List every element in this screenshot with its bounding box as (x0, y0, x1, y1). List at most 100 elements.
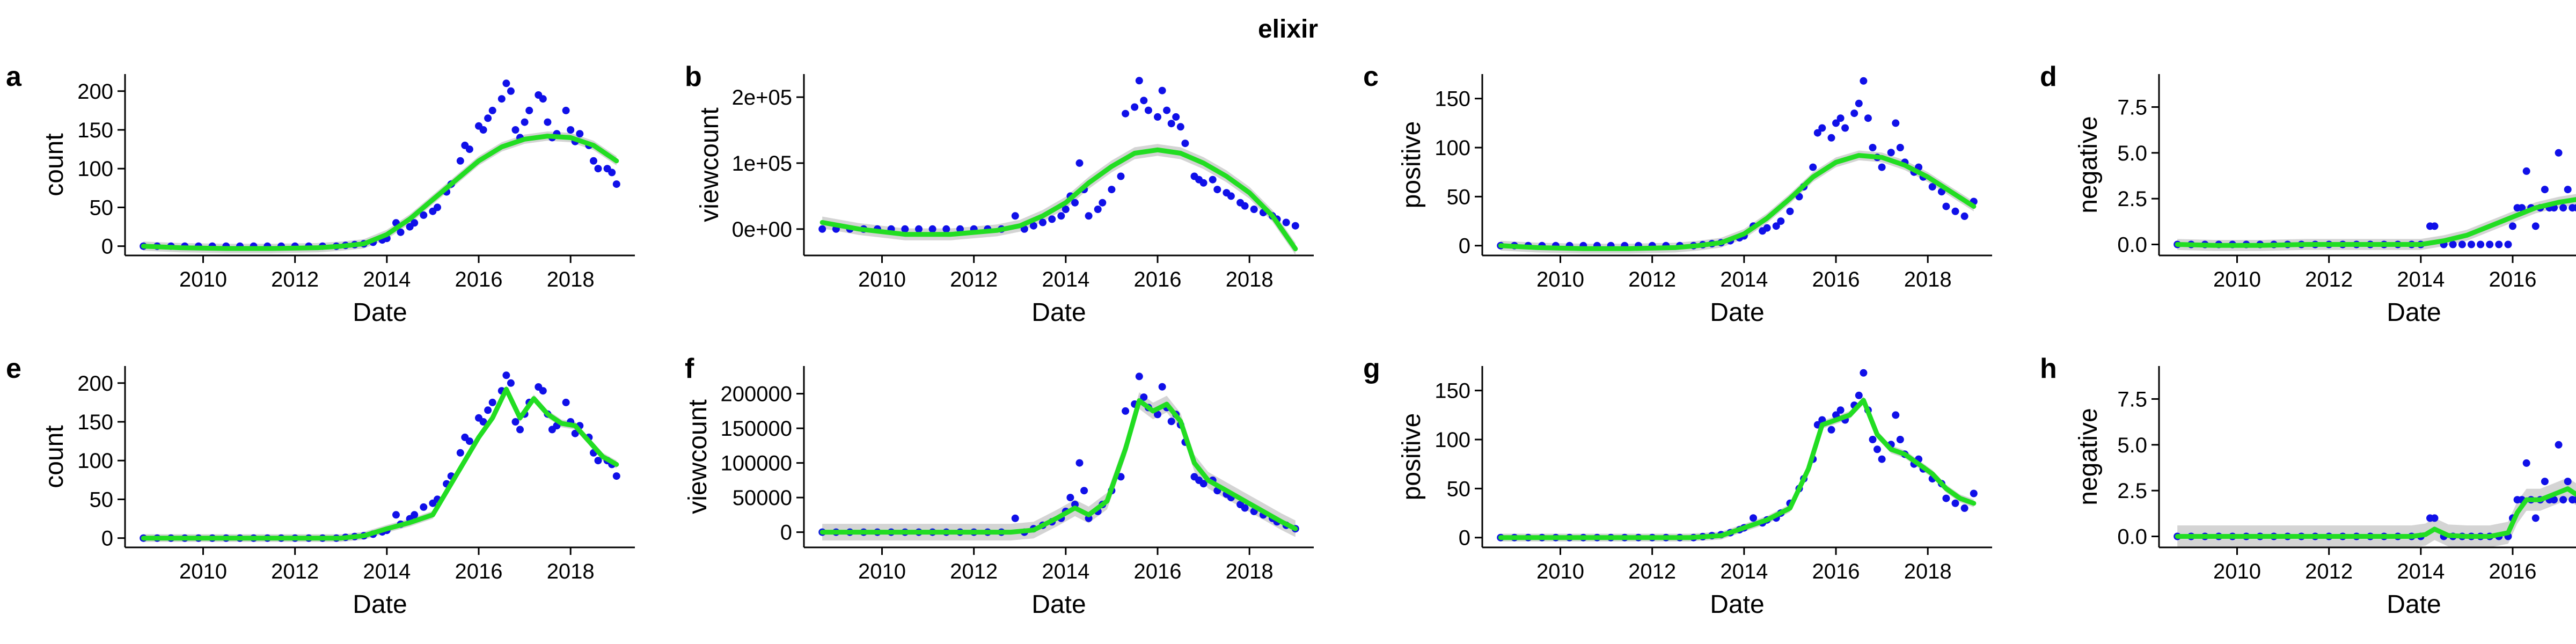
data-point (2541, 186, 2549, 194)
data-point (1896, 436, 1904, 443)
panel-label: a (6, 61, 22, 92)
x-tick-label: 2010 (858, 268, 906, 291)
panel-d: 201020122014201620180.02.55.07.5Datenega… (2040, 61, 2576, 327)
fit-line (141, 386, 619, 541)
data-point (2509, 222, 2516, 230)
data-point (562, 106, 570, 114)
panel-c: 2010 2012 2014 2016 2018 0 50 100 150 Date positiv… (1363, 61, 1992, 327)
x-tick-label: 2016 (1812, 560, 1860, 583)
panels: 2010 2012 2014 2016 2018 0 50 100 150 200 Date coun… (6, 61, 2576, 619)
data-point (1869, 144, 1877, 151)
data-point (1763, 224, 1771, 232)
data-point (942, 225, 950, 233)
data-point (1855, 99, 1863, 107)
data-point (2458, 240, 2466, 248)
y-tick-label: 0 (101, 235, 113, 259)
y-tick-label: 50 (90, 488, 114, 511)
data-point (521, 118, 529, 126)
fit-line (141, 134, 619, 251)
data-point (2564, 186, 2572, 194)
y-axis-label: negative (2074, 408, 2103, 505)
data-point (1140, 97, 1148, 105)
data-point (608, 169, 616, 177)
data-point (1029, 222, 1037, 230)
data-point (2495, 240, 2503, 248)
x-tick-label: 2014 (2397, 268, 2445, 291)
fit-line (1498, 398, 1977, 540)
data-point (956, 225, 964, 233)
data-point (544, 118, 552, 126)
x-tick-label: 2010 (1536, 268, 1584, 291)
data-point (1282, 218, 1290, 226)
x-tick-label: 2014 (2397, 560, 2445, 583)
x-tick-label: 2010 (179, 560, 227, 583)
data-point (1942, 494, 1950, 502)
data-point (1066, 494, 1074, 502)
data-point (1874, 445, 1881, 453)
data-point (1163, 106, 1171, 114)
x-tick-label: 2016 (455, 268, 503, 291)
data-point (590, 157, 597, 165)
data-point (2431, 222, 2439, 230)
y-axis-label: viewcount (696, 107, 724, 222)
data-point (1199, 179, 1208, 187)
data-point (1960, 212, 1968, 220)
data-point (1951, 207, 1959, 215)
x-tick-label: 2014 (363, 560, 411, 583)
data-point (2559, 496, 2567, 504)
data-point (1750, 514, 1757, 522)
x-tick-label: 2010 (858, 560, 906, 583)
y-tick-label: 5.0 (2117, 142, 2147, 165)
data-point (1080, 487, 1088, 495)
data-point (1057, 212, 1065, 220)
y-tick-label: 200 (77, 372, 113, 396)
data-point (502, 79, 510, 87)
data-point (1786, 207, 1794, 215)
x-tick-label: 2012 (2305, 268, 2353, 291)
data-point (1099, 199, 1107, 207)
data-point (1818, 124, 1826, 132)
data-point (1122, 109, 1130, 118)
data-point (411, 219, 419, 227)
data-point (1291, 222, 1299, 230)
x-tick-label: 2014 (1720, 268, 1768, 291)
x-axis-label: Date (1710, 590, 1764, 619)
data-point (915, 225, 923, 233)
x-tick-label: 2018 (1226, 268, 1274, 291)
y-tick-label: 0.0 (2117, 233, 2147, 257)
x-tick-label: 2012 (271, 268, 319, 291)
y-tick-label: 150 (1435, 87, 1470, 111)
x-tick-label: 2018 (547, 560, 595, 583)
panel-label: c (1363, 61, 1379, 92)
panel-b: 2010 2012 2014 2016 2018 0e+00 1e+05 2e+05 Date v… (685, 61, 1314, 327)
data-point (2522, 459, 2530, 467)
panel-label: d (2040, 61, 2057, 92)
data-point (1887, 149, 1895, 157)
data-point (1241, 202, 1249, 210)
data-point (1960, 504, 1968, 512)
data-point (2431, 514, 2439, 522)
data-point (497, 95, 506, 103)
data-point (562, 398, 570, 406)
data-point (456, 449, 464, 457)
confidence-band (1501, 150, 1974, 254)
data-point (511, 126, 519, 134)
data-point (1011, 212, 1019, 220)
data-point (2504, 240, 2512, 248)
y-tick-label: 2.5 (2117, 479, 2147, 503)
panel-label: b (685, 61, 702, 92)
data-point (411, 511, 419, 519)
x-axis-label: Date (1710, 298, 1764, 327)
y-tick-label: 7.5 (2117, 387, 2147, 411)
data-point (539, 95, 547, 103)
confidence-band (822, 392, 1296, 541)
data-point (1951, 499, 1959, 507)
fit-line (2175, 197, 2576, 248)
x-tick-label: 2018 (547, 268, 595, 291)
data-point (1827, 134, 1835, 142)
data-point (456, 157, 464, 165)
data-point (2449, 240, 2457, 248)
y-tick-label: 150 (77, 119, 113, 142)
y-tick-label: 2e+05 (732, 86, 792, 109)
